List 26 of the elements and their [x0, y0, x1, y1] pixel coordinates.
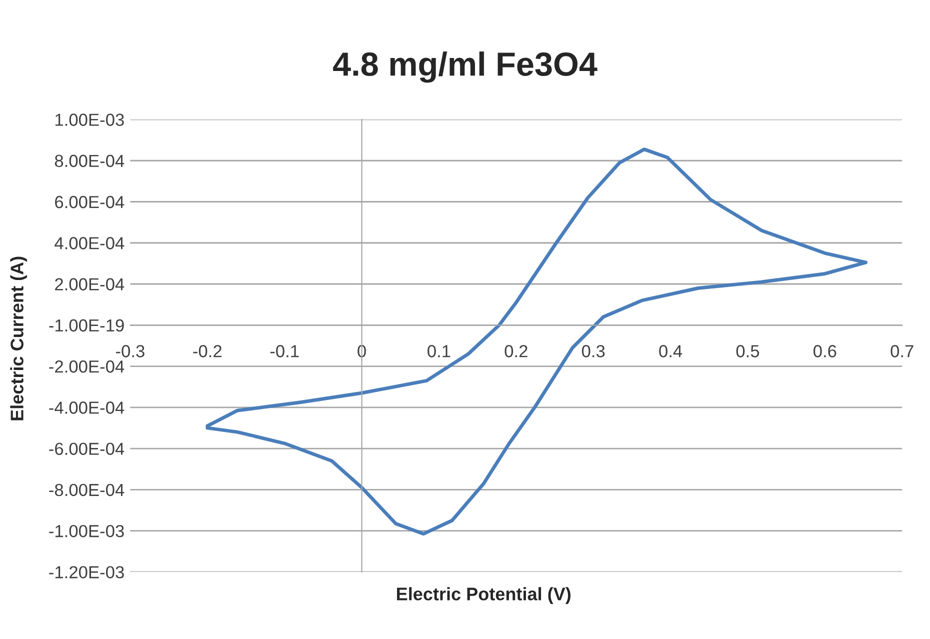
y-tick-label: -4.00E-04 — [49, 402, 124, 414]
y-tick-label: 4.00E-04 — [54, 237, 124, 250]
x-tick-label: -0.3 — [116, 345, 144, 358]
x-tick-label: 0.6 — [814, 345, 836, 358]
y-tick-label: -2.00E-04 — [49, 360, 124, 373]
y-tick-label: 8.00E-04 — [54, 154, 124, 168]
x-tick-label: -0.1 — [270, 345, 299, 358]
y-tick-label: 2.00E-04 — [55, 278, 124, 290]
x-tick-label: 0.2 — [504, 345, 528, 358]
y-tick-label: 1.00E-03 — [56, 114, 124, 126]
x-tick-label: 0.4 — [659, 345, 682, 358]
y-tick-label: -6.00E-04 — [49, 442, 124, 455]
y-tick-label: -1.00E-19 — [49, 319, 124, 332]
x-tick-label: 0.7 — [890, 345, 914, 358]
x-axis-title: Electric Potential (V) — [397, 587, 570, 604]
x-tick-label: -0.2 — [193, 345, 222, 358]
x-tick-label: 0.1 — [428, 345, 450, 358]
y-tick-label: -8.00E-04 — [49, 484, 124, 496]
x-tick-label: 0.3 — [582, 345, 605, 358]
y-tick-label: -1.20E-03 — [49, 566, 124, 578]
x-tick-label: 0.5 — [736, 345, 760, 358]
y-tick-label: -1.00E-03 — [49, 524, 124, 538]
x-tick-label: 0 — [358, 345, 366, 358]
y-axis-title: Electric Current (A) — [10, 256, 28, 420]
y-tick-label: 6.00E-04 — [55, 196, 124, 208]
chart-title: 4.8 mg/ml Fe3O4 — [333, 51, 598, 83]
